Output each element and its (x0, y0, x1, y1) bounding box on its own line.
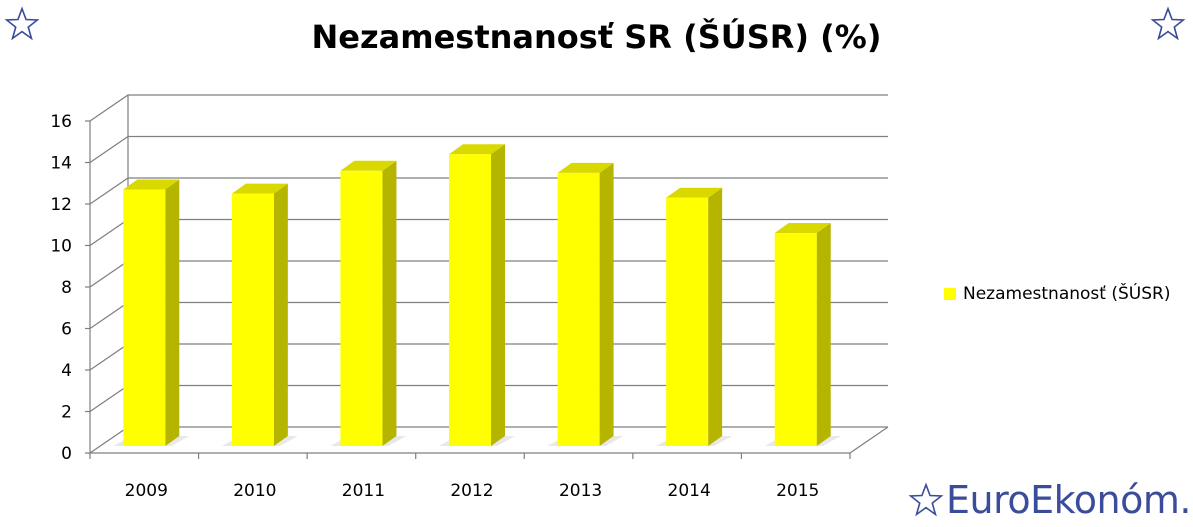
bar-front (449, 154, 491, 446)
y-tick-label: 2 (61, 403, 72, 423)
bar-side (816, 223, 831, 446)
star-outline-icon (1150, 6, 1186, 41)
x-tick-label: 2014 (668, 481, 711, 501)
bar (113, 179, 190, 446)
label-layer: 0 2 4 6 8 10 12 14 16 2009 2010 2011 2012 2013 2014 201… (50, 112, 819, 501)
bar (764, 223, 841, 446)
bar-side (491, 144, 505, 446)
bar-front (557, 172, 600, 446)
bar (656, 187, 733, 446)
floor-edge (849, 426, 889, 454)
bar-top (231, 183, 288, 194)
bar (439, 144, 515, 446)
legend-swatch (944, 288, 956, 300)
x-tick-label: 2015 (776, 481, 819, 501)
x-tick-label: 2012 (450, 481, 493, 501)
watermark: EuroEkonóm.sk (908, 478, 1193, 522)
bar-front (340, 170, 383, 447)
bar (547, 162, 624, 446)
bar-layer (113, 144, 841, 447)
bar-front (231, 193, 274, 446)
bar-top (666, 187, 723, 198)
bar-side (165, 179, 180, 446)
bar-side (708, 187, 723, 446)
x-tick-label: 2009 (125, 481, 168, 501)
bar-side (382, 160, 397, 447)
x-tick-label: 2013 (559, 481, 602, 501)
bar-side (599, 162, 614, 446)
legend-label: Nezamestnanosť (ŠÚSR) (963, 284, 1171, 304)
y-tick-label: 14 (50, 154, 72, 174)
bar-side (273, 183, 288, 446)
y-tick-label: 0 (61, 444, 72, 464)
x-tick-label: 2010 (233, 481, 276, 501)
y-tick-label: 16 (50, 112, 72, 132)
y-tick-label: 12 (50, 195, 72, 215)
watermark-text: EuroEkonóm.sk (946, 478, 1193, 522)
gridline (89, 94, 888, 122)
legend: Nezamestnanosť (ŠÚSR) (944, 284, 1170, 304)
bar-front (123, 189, 166, 446)
bar-top (449, 144, 505, 155)
bar-top (557, 162, 614, 173)
y-tick-label: 4 (61, 361, 72, 381)
bar (330, 160, 407, 447)
x-tick-label: 2011 (342, 481, 385, 501)
bar-top (774, 223, 831, 234)
y-tick-label: 10 (50, 237, 72, 257)
bar-top (123, 179, 180, 190)
star-outline-icon (4, 6, 40, 41)
bar (221, 183, 298, 446)
axis-layer (85, 120, 889, 459)
y-tick-label: 8 (61, 278, 72, 298)
star-outline-icon (908, 482, 944, 517)
chart-title: Nezamestnanosť SR (ŠÚSR) (%) (311, 18, 882, 56)
bar-top (340, 160, 397, 171)
bar-front (774, 233, 817, 446)
bar-front (666, 197, 709, 446)
y-tick-label: 6 (61, 320, 72, 340)
